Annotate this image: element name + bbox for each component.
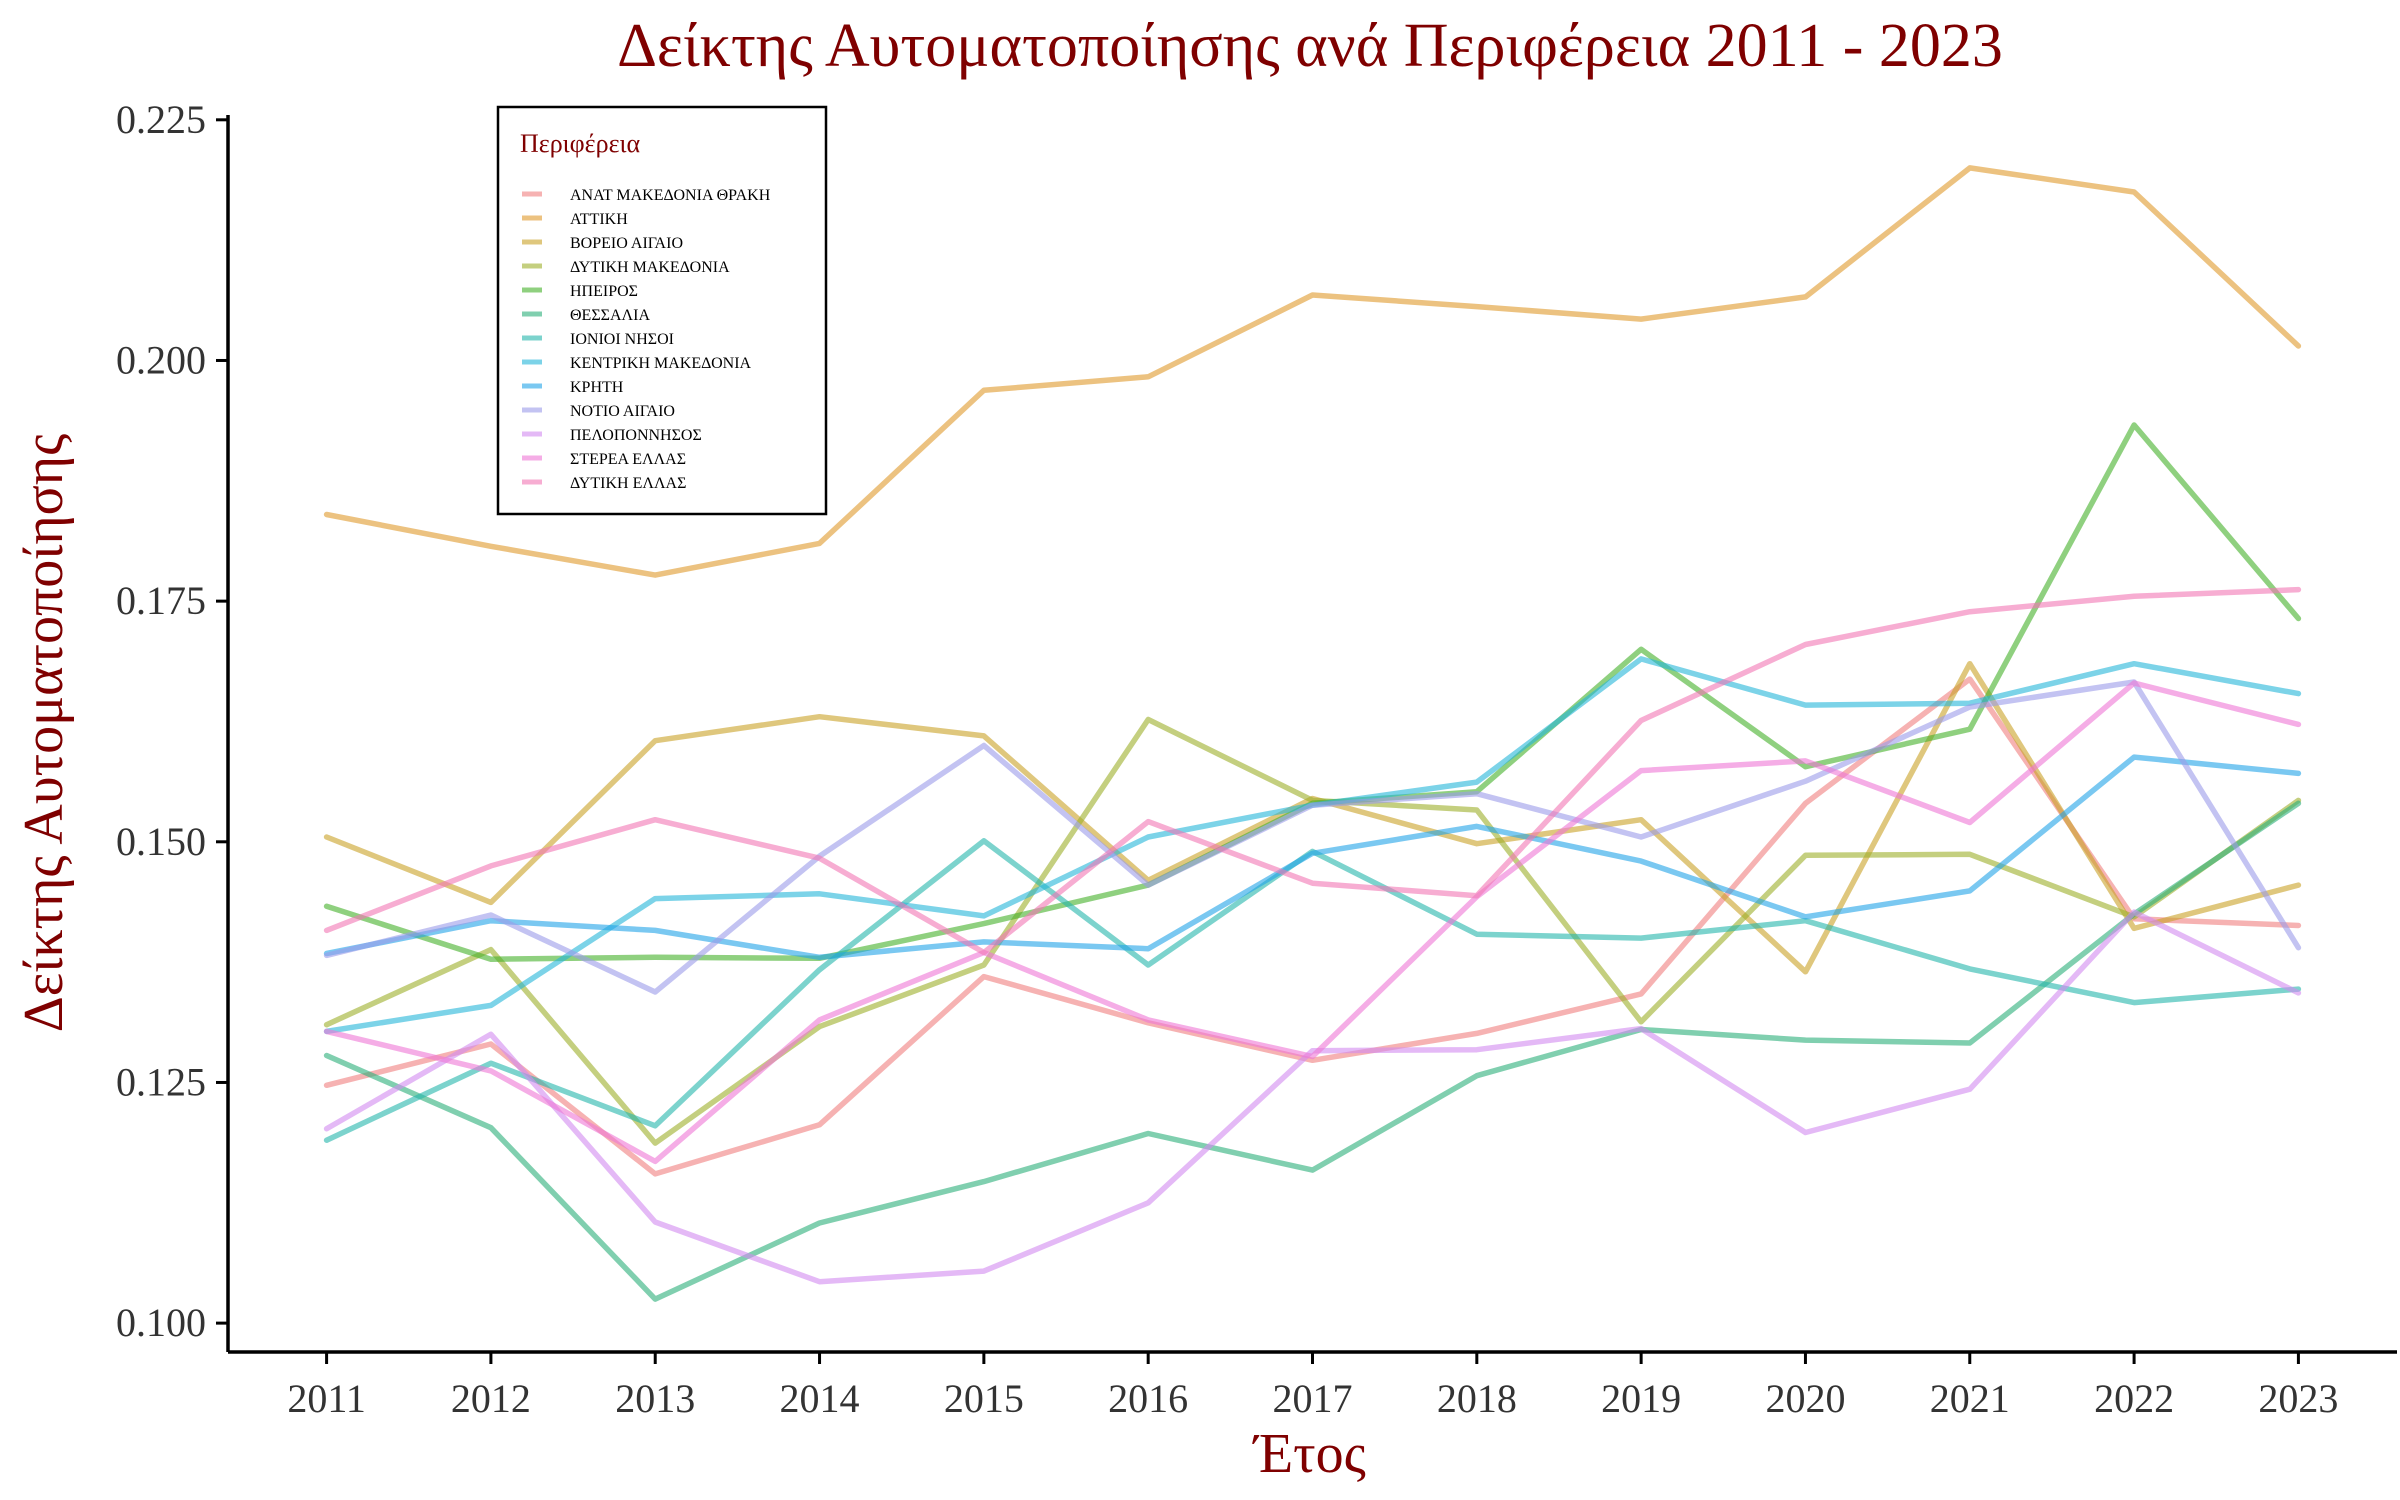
y-tick-label: 0.125 <box>116 1059 206 1104</box>
y-tick-label: 0.200 <box>116 337 206 382</box>
y-tick-label: 0.150 <box>116 819 206 864</box>
legend-label-10: ΠΕΛΟΠΟΝΝΗΣΟΣ <box>570 427 702 444</box>
series-line-9 <box>323 679 2302 995</box>
legend-label-9: ΝΟΤΙΟ ΑΙΓΑΙΟ <box>570 403 675 420</box>
x-tick-label: 2023 <box>2258 1376 2338 1421</box>
y-tick-label: 0.175 <box>116 578 206 623</box>
x-tick-label: 2022 <box>2094 1376 2174 1421</box>
chart-title: Δείκτης Αυτοματοποίησης ανά Περιφέρεια 2… <box>617 12 2003 80</box>
series-line-3 <box>323 716 2302 1146</box>
series-line-5 <box>323 800 2302 1302</box>
x-axis-title: Έτος <box>1252 1423 1366 1485</box>
series-line-8 <box>323 754 2302 961</box>
legend-label-1: ΑΤΤΙΚΗ <box>570 211 628 228</box>
x-tick-label: 2017 <box>1273 1376 1353 1421</box>
x-tick-label: 2018 <box>1437 1376 1517 1421</box>
y-axis-title: Δείκτης Αυτοματοποίησης <box>13 434 75 1033</box>
series-line-11 <box>323 680 2302 1165</box>
series-line-1 <box>323 165 2302 578</box>
x-tick-label: 2020 <box>1765 1376 1845 1421</box>
legend: Περιφέρεια ΑΝΑΤ ΜΑΚΕΔΟΝΙΑ ΘΡΑΚΗ ΑΤΤΙΚΗ ΒΟΡ… <box>496 105 828 516</box>
x-axis-ticks: 2011 2012 2013 2014 2015 2016 2017 2018 2019 2020… <box>287 1352 2338 1421</box>
legend-label-12: ΔΥΤΙΚΗ ΕΛΛΑΣ <box>570 475 686 492</box>
x-tick-label: 2014 <box>780 1376 860 1421</box>
plot-series <box>323 165 2302 1302</box>
x-tick-label: 2011 <box>287 1376 366 1421</box>
y-tick-label: 0.100 <box>116 1300 206 1345</box>
x-tick-label: 2016 <box>1108 1376 1188 1421</box>
legend-label-4: ΗΠΕΙΡΟΣ <box>570 283 638 300</box>
legend-label-6: ΙΟΝΙΟΙ ΝΗΣΟΙ <box>570 331 674 348</box>
x-tick-label: 2012 <box>451 1376 531 1421</box>
legend-label-2: ΒΟΡΕΙΟ ΑΙΓΑΙΟ <box>570 235 683 252</box>
y-tick-label: 0.225 <box>116 97 206 142</box>
legend-box <box>496 105 828 516</box>
legend-label-7: ΚΕΝΤΡΙΚΗ ΜΑΚΕΔΟΝΙΑ <box>570 355 752 372</box>
series-line-10 <box>323 909 2302 1285</box>
x-tick-label: 2013 <box>615 1376 695 1421</box>
legend-title: Περιφέρεια <box>520 129 640 158</box>
x-tick-label: 2019 <box>1601 1376 1681 1421</box>
series-line-0 <box>323 676 2302 1177</box>
x-tick-label: 2015 <box>944 1376 1024 1421</box>
legend-label-11: ΣΤΕΡΕΑ ΕΛΛΑΣ <box>570 451 686 468</box>
legend-label-0: ΑΝΑΤ ΜΑΚΕΔΟΝΙΑ ΘΡΑΚΗ <box>570 187 771 204</box>
legend-items: ΑΝΑΤ ΜΑΚΕΔΟΝΙΑ ΘΡΑΚΗ ΑΤΤΙΚΗ ΒΟΡΕΙΟ ΑΙΓΑΙΟ Δ… <box>522 187 771 492</box>
legend-label-5: ΘΕΣΣΑΛΙΑ <box>570 307 650 324</box>
legend-label-3: ΔΥΤΙΚΗ ΜΑΚΕΔΟΝΙΑ <box>570 259 730 276</box>
legend-label-8: ΚΡΗΤΗ <box>570 379 624 396</box>
y-axis-ticks: 0.100 0.125 0.150 0.175 0.200 0.225 <box>116 97 228 1345</box>
series-line-2 <box>323 660 2302 975</box>
x-tick-label: 2021 <box>1930 1376 2010 1421</box>
series-line-12 <box>323 586 2302 956</box>
